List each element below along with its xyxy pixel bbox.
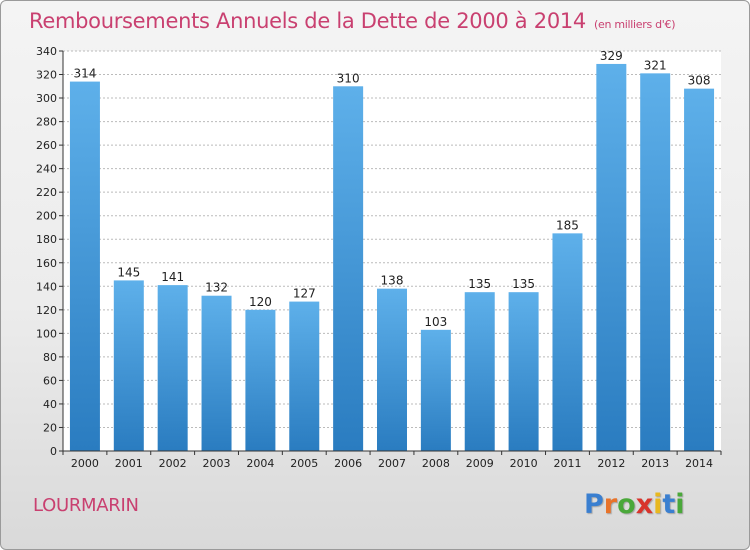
bar (201, 295, 232, 451)
x-tick-label: 2000 (71, 457, 99, 470)
y-tick-label: 340 (36, 45, 57, 58)
y-tick-label: 240 (36, 163, 57, 176)
y-tick-label: 120 (36, 304, 57, 317)
bar (245, 309, 276, 451)
y-tick-label: 140 (36, 280, 57, 293)
bar (684, 88, 715, 451)
x-tick-label: 2006 (334, 457, 362, 470)
y-tick-label: 260 (36, 139, 57, 152)
data-label: 329 (600, 49, 623, 63)
bar (596, 63, 627, 452)
x-tick-label: 2007 (378, 457, 406, 470)
bar (420, 329, 451, 451)
commune-name: LOURMARIN (33, 495, 139, 516)
logo-letter: i (653, 489, 663, 520)
x-tick-label: 2005 (290, 457, 318, 470)
logo-letter: r (603, 489, 618, 520)
data-label: 120 (249, 295, 272, 309)
bar (157, 285, 188, 451)
bar (69, 81, 100, 452)
chart-subtitle: (en milliers d'€) (594, 18, 676, 31)
data-label: 135 (512, 277, 535, 291)
y-tick-label: 320 (36, 69, 57, 82)
bar (333, 86, 364, 451)
y-tick-label: 160 (36, 257, 57, 270)
x-tick-label: 2004 (246, 457, 274, 470)
y-axis: 0 20 40 60 80 100 120 140 160 180 200 220 240 260 280 3… (36, 45, 64, 458)
data-label: 132 (205, 281, 228, 295)
bar (289, 301, 320, 451)
bar (464, 292, 495, 451)
x-axis: 2000 2001 2002 2003 2004 2005 2006 2007 2008 2009… (62, 450, 722, 470)
logo-letter: i (675, 489, 685, 520)
data-label: 141 (161, 270, 184, 284)
logo-letter: x (635, 489, 654, 520)
data-label: 308 (688, 74, 711, 88)
data-label: 314 (73, 67, 96, 81)
x-tick-label: 2012 (597, 457, 625, 470)
chart-title: Remboursements Annuels de la Dette de 20… (29, 9, 675, 33)
data-label: 145 (117, 265, 140, 279)
bar (113, 280, 144, 451)
logo-letter: o (617, 489, 636, 520)
y-tick-label: 300 (36, 92, 57, 105)
y-tick-label: 220 (36, 186, 57, 199)
y-tick-label: 40 (43, 398, 57, 411)
data-labels: 314 145 141 132 120 127 310 138 103 135 135 185 329 3… (73, 49, 710, 329)
y-tick-label: 80 (43, 351, 57, 364)
data-label: 310 (337, 71, 360, 85)
chart-title-text: Remboursements Annuels de la Dette de 20… (29, 9, 586, 33)
x-tick-label: 2002 (159, 457, 187, 470)
y-tick-label: 200 (36, 210, 57, 223)
y-tick-label: 180 (36, 233, 57, 246)
logo-letter: P (584, 489, 604, 520)
x-tick-label: 2001 (115, 457, 143, 470)
data-label: 138 (381, 274, 404, 288)
x-tick-label: 2013 (641, 457, 669, 470)
bars (69, 63, 715, 452)
data-label: 321 (644, 58, 667, 72)
x-tick-label: 2003 (203, 457, 231, 470)
y-tick-label: 60 (43, 374, 57, 387)
y-tick-label: 20 (43, 421, 57, 434)
x-tick-label: 2009 (466, 457, 494, 470)
bar (377, 288, 407, 451)
data-label: 135 (468, 277, 491, 291)
x-tick-label: 2011 (553, 457, 581, 470)
y-tick-label: 0 (50, 445, 57, 458)
x-tick-label: 2010 (510, 457, 538, 470)
logo-letter: t (662, 489, 676, 520)
bar (552, 233, 583, 451)
data-label: 127 (293, 287, 316, 301)
bar (640, 73, 671, 452)
x-tick-label: 2008 (422, 457, 450, 470)
proxiti-logo: Proxiti (584, 489, 685, 520)
y-tick-label: 280 (36, 116, 57, 129)
x-tick-label: 2014 (685, 457, 713, 470)
data-label: 185 (556, 218, 579, 232)
y-tick-label: 100 (36, 327, 57, 340)
data-label: 103 (424, 315, 447, 329)
bar (508, 292, 539, 451)
